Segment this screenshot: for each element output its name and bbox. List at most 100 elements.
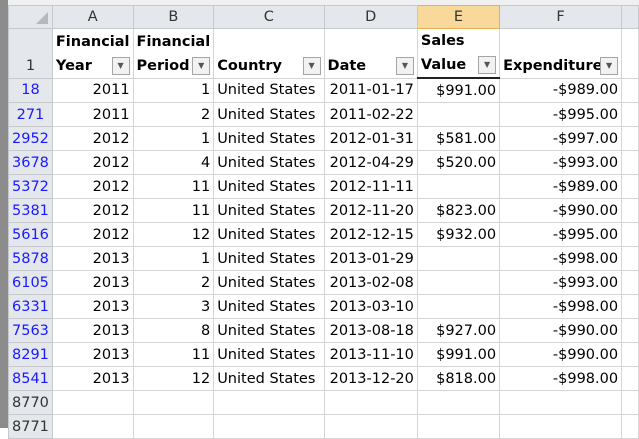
cell[interactable]: 4 xyxy=(132,150,215,175)
cell[interactable] xyxy=(621,222,639,247)
cell[interactable]: 1 xyxy=(132,126,215,151)
cell[interactable]: 3 xyxy=(132,294,215,319)
cell[interactable]: 2013-03-10 xyxy=(323,294,418,319)
cell[interactable]: 2013 xyxy=(51,366,134,391)
cell[interactable]: 2013 xyxy=(51,318,134,343)
cell[interactable]: $818.00 xyxy=(416,366,501,391)
cell[interactable]: 2013-02-08 xyxy=(323,270,418,295)
cell[interactable]: 2011 xyxy=(51,77,134,103)
cell[interactable]: -$998.00 xyxy=(499,294,623,319)
cell[interactable] xyxy=(416,414,501,439)
cell[interactable] xyxy=(621,102,639,127)
cell[interactable]: 2013 xyxy=(51,270,134,295)
row-header[interactable]: 8541 xyxy=(8,366,53,391)
cell[interactable]: 2012 xyxy=(51,174,134,199)
cell[interactable] xyxy=(499,414,623,439)
row-header[interactable]: 3678 xyxy=(8,150,53,175)
cell[interactable]: 2 xyxy=(132,102,215,127)
cell[interactable]: -$995.00 xyxy=(499,102,623,127)
cell[interactable]: United States xyxy=(213,198,325,223)
cell[interactable] xyxy=(621,342,639,367)
cell[interactable] xyxy=(621,390,639,415)
filter-dropdown-icon[interactable]: ▼ xyxy=(192,56,211,75)
column-header-e[interactable]: E xyxy=(416,5,501,29)
cell[interactable]: 12 xyxy=(132,222,215,247)
cell[interactable]: 2011-01-17 xyxy=(323,77,418,103)
cell[interactable]: 2013-08-18 xyxy=(323,318,418,343)
row-header[interactable]: 6105 xyxy=(8,270,53,295)
filter-applied-icon[interactable]: ▼ xyxy=(600,56,619,75)
cell[interactable]: 1 xyxy=(132,77,215,103)
cell[interactable]: United States xyxy=(213,294,325,319)
cell[interactable]: 2013-12-20 xyxy=(323,366,418,391)
row-header[interactable]: 271 xyxy=(8,102,53,127)
row-header[interactable]: 2952 xyxy=(8,126,53,151)
cell[interactable] xyxy=(499,390,623,415)
cell[interactable]: -$989.00 xyxy=(499,77,623,103)
filter-applied-icon[interactable]: ▼ xyxy=(302,56,321,75)
cell[interactable]: 2 xyxy=(132,270,215,295)
row-header[interactable]: 18 xyxy=(8,77,53,103)
column-header-d[interactable]: D xyxy=(323,5,418,29)
row-header[interactable]: 8291 xyxy=(8,342,53,367)
cell[interactable] xyxy=(323,390,418,415)
cell[interactable] xyxy=(621,246,639,271)
cell[interactable] xyxy=(416,270,501,295)
cell[interactable]: 2012-11-11 xyxy=(323,174,418,199)
cell[interactable]: 2012 xyxy=(51,150,134,175)
cell[interactable] xyxy=(621,77,639,103)
cell[interactable] xyxy=(621,174,639,199)
cell[interactable] xyxy=(621,414,639,439)
cell[interactable]: 2011 xyxy=(51,102,134,127)
cell[interactable]: 2012-12-15 xyxy=(323,222,418,247)
cell[interactable] xyxy=(621,270,639,295)
cell[interactable]: -$998.00 xyxy=(499,366,623,391)
select-all-button[interactable] xyxy=(8,5,53,29)
cell[interactable]: $520.00 xyxy=(416,150,501,175)
cell[interactable]: 8 xyxy=(132,318,215,343)
filter-dropdown-icon[interactable]: ▼ xyxy=(395,56,414,75)
cell[interactable] xyxy=(51,414,134,439)
cell[interactable]: United States xyxy=(213,366,325,391)
column-header-a[interactable]: A xyxy=(51,5,134,29)
cell[interactable]: $932.00 xyxy=(416,222,501,247)
row-header[interactable]: 5372 xyxy=(8,174,53,199)
cell[interactable]: United States xyxy=(213,102,325,127)
cell[interactable]: United States xyxy=(213,246,325,271)
row-header[interactable]: 5381 xyxy=(8,198,53,223)
cell[interactable]: 2013-11-10 xyxy=(323,342,418,367)
cell[interactable]: 2012 xyxy=(51,198,134,223)
cell[interactable]: United States xyxy=(213,150,325,175)
row-header[interactable]: 1 xyxy=(8,28,53,79)
cell[interactable]: -$993.00 xyxy=(499,150,623,175)
cell[interactable]: -$989.00 xyxy=(499,174,623,199)
cell[interactable]: $581.00 xyxy=(416,126,501,151)
cell[interactable]: United States xyxy=(213,342,325,367)
filter-dropdown-icon[interactable]: ▼ xyxy=(111,56,130,75)
cell[interactable]: United States xyxy=(213,270,325,295)
row-header[interactable]: 5878 xyxy=(8,246,53,271)
cell[interactable]: $823.00 xyxy=(416,198,501,223)
cell[interactable]: United States xyxy=(213,77,325,103)
cell[interactable]: 2013 xyxy=(51,342,134,367)
cell[interactable] xyxy=(621,366,639,391)
cell[interactable] xyxy=(621,126,639,151)
row-header[interactable]: 5616 xyxy=(8,222,53,247)
cell[interactable]: 11 xyxy=(132,174,215,199)
cell[interactable]: 2012 xyxy=(51,126,134,151)
cell[interactable]: -$993.00 xyxy=(499,270,623,295)
cell[interactable]: 2012-04-29 xyxy=(323,150,418,175)
cell[interactable] xyxy=(416,390,501,415)
cell[interactable] xyxy=(416,102,501,127)
cell[interactable] xyxy=(416,294,501,319)
cell[interactable] xyxy=(621,28,639,79)
cell[interactable]: $991.00 xyxy=(416,77,501,103)
cell[interactable]: United States xyxy=(213,222,325,247)
cell[interactable] xyxy=(132,414,215,439)
cell[interactable]: -$995.00 xyxy=(499,222,623,247)
cell[interactable]: 2011-02-22 xyxy=(323,102,418,127)
spreadsheet-grid[interactable]: A B C D E F 1 Financial Year ▼ Financial Period ▼ Cou… xyxy=(8,5,639,439)
cell[interactable]: 11 xyxy=(132,198,215,223)
cell[interactable] xyxy=(213,414,325,439)
cell[interactable] xyxy=(621,150,639,175)
